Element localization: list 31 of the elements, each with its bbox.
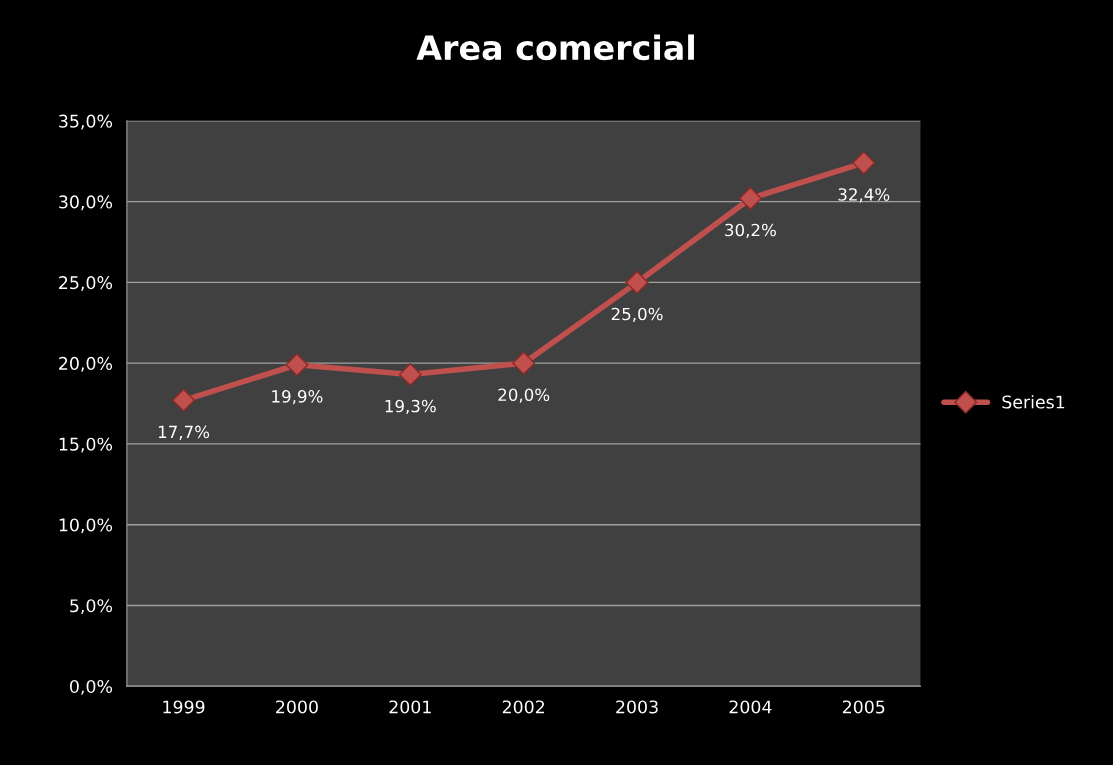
y-tick-label: 10,0% <box>59 518 113 534</box>
y-tick-label: 20,0% <box>59 356 113 372</box>
y-tick-label: 15,0% <box>59 437 113 453</box>
chart-title: Area comercial <box>416 34 694 61</box>
y-tick-label: 25,0% <box>59 276 113 292</box>
x-tick-label: 2004 <box>729 700 772 714</box>
x-tick-label: 2000 <box>276 700 318 714</box>
y-tick-label: 35,0% <box>59 114 113 130</box>
point <box>512 351 536 375</box>
x-tick-label: 2001 <box>389 700 431 714</box>
data-label: 19,9% <box>272 390 323 405</box>
point <box>738 186 762 210</box>
data-label: 17,7% <box>158 425 210 440</box>
data-label: 20,0% <box>498 388 550 403</box>
data-label: 19,3% <box>385 399 436 415</box>
point <box>285 353 309 377</box>
point <box>398 362 422 386</box>
x-tick-label: 1999 <box>163 700 205 714</box>
point <box>625 270 649 294</box>
legend-label: Series1 <box>1002 395 1065 409</box>
x-tick-label: 2005 <box>842 700 885 714</box>
x-tick-label: 2002 <box>502 700 545 714</box>
data-label: 30,2% <box>725 223 776 238</box>
data-label: 25,0% <box>611 307 663 322</box>
x-tick-label: 2003 <box>616 700 658 714</box>
y-tick-label: 5,0% <box>70 599 113 615</box>
data-label: 32,4% <box>838 188 890 203</box>
point <box>172 388 196 412</box>
y-tick-label: 0,0% <box>70 679 113 695</box>
point <box>852 151 876 175</box>
y-tick-label: 30,0% <box>59 195 113 211</box>
